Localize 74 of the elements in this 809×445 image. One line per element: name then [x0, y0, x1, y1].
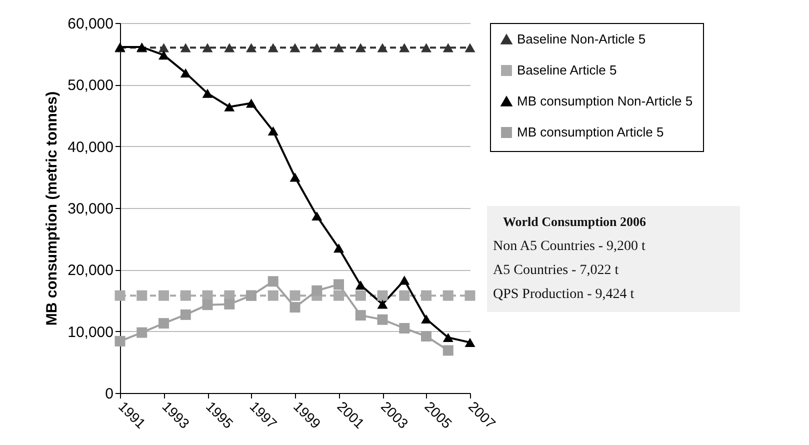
legend-label: Baseline Article 5: [517, 62, 617, 78]
text: QPS Production - 9,424 t: [493, 287, 634, 302]
legend-label: MB consumption Non-Article 5: [517, 94, 693, 108]
point: [355, 310, 366, 321]
point: [312, 43, 322, 52]
point: [158, 50, 169, 60]
legend-label: Baseline Non-Article 5: [517, 32, 646, 46]
point: [355, 43, 366, 52]
point: [202, 300, 213, 310]
point: [268, 126, 278, 136]
point: [399, 43, 410, 52]
y-tick-label: 20,000: [68, 262, 114, 280]
point: [399, 290, 410, 301]
y-tick-label: 60,000: [68, 16, 114, 32]
y-axis-title: MB consumption (metric tonnes): [44, 91, 61, 326]
point: [224, 43, 235, 52]
point: [355, 290, 366, 301]
point: [464, 338, 476, 347]
legend-label: MB consumption Article 5: [517, 124, 664, 140]
point: [268, 276, 278, 287]
point: [421, 43, 432, 52]
point: [334, 290, 344, 301]
point: [334, 43, 344, 52]
point: [290, 172, 300, 182]
point: [224, 102, 235, 112]
point: [268, 43, 278, 52]
point: [180, 309, 191, 320]
point: [399, 323, 410, 334]
y-tick-label: 10,000: [68, 324, 114, 341]
point: [442, 290, 454, 301]
y-tick-label: 50,000: [68, 77, 114, 94]
point: [114, 290, 126, 301]
point: [421, 314, 432, 324]
point: [464, 290, 476, 301]
text: Non A5 Countries - 9,200 t: [493, 239, 646, 254]
point: [180, 43, 191, 52]
point: [224, 298, 235, 310]
point: [290, 43, 300, 52]
point: [246, 98, 256, 108]
point: [180, 290, 191, 301]
point: [334, 279, 344, 290]
point: [377, 290, 388, 301]
point: [180, 68, 191, 78]
point: [421, 290, 432, 301]
point: [312, 211, 322, 221]
point: [334, 244, 344, 253]
point: [312, 285, 322, 296]
y-tick-label: 0: [105, 386, 114, 402]
point: [399, 276, 410, 285]
point: [136, 327, 148, 338]
point: [290, 290, 300, 301]
point: [464, 43, 476, 52]
point: [158, 318, 169, 329]
point: [377, 314, 388, 325]
text: A5 Countries - 7,022 t: [493, 263, 619, 278]
point: [268, 290, 278, 301]
point: [202, 88, 213, 98]
point: [442, 332, 454, 342]
point: [158, 290, 169, 301]
point: [377, 43, 388, 52]
point: [290, 302, 300, 313]
point: [114, 336, 126, 346]
point: [202, 43, 213, 52]
point: [442, 345, 454, 356]
point: [136, 290, 148, 301]
point: [158, 43, 169, 52]
text: World Consumption 2006: [503, 214, 647, 229]
point: [246, 43, 256, 52]
point: [355, 280, 366, 290]
point: [377, 300, 388, 309]
point: [421, 331, 432, 342]
y-tick-label: 40,000: [68, 138, 114, 156]
point: [442, 43, 454, 52]
y-tick-label: 30,000: [68, 200, 114, 218]
